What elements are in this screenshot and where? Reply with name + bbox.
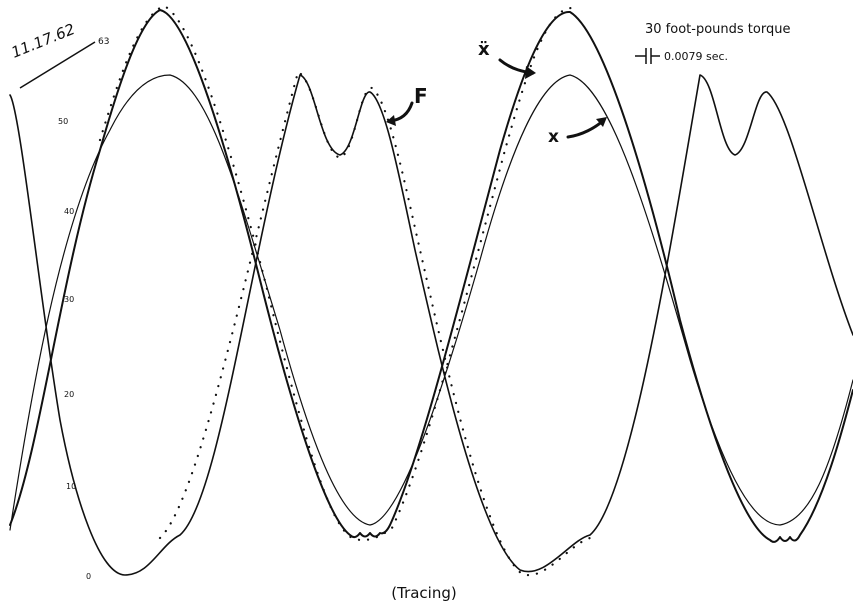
arrowhead (525, 66, 536, 79)
arrowhead (386, 115, 396, 126)
arrowhead (596, 117, 607, 127)
scale: 50 40 30 20 10 0 (58, 117, 91, 581)
arrow (566, 118, 606, 139)
scale-label: 10 (66, 482, 76, 491)
accel-dotted (98, 4, 574, 542)
caption: (Tracing) (391, 584, 456, 602)
time-mark-label: 0.0079 sec. (664, 50, 728, 63)
scale-label: 0 (86, 572, 91, 581)
time-mark-symbol (635, 48, 660, 64)
force-curve (9, 74, 853, 576)
torque-note: 30 foot-pounds torque (645, 22, 790, 37)
scale-label: 40 (64, 207, 74, 216)
force-dotted (158, 70, 592, 577)
date: 11.17.62 (9, 20, 78, 62)
date-underline (19, 41, 96, 89)
displacement-curve (9, 74, 853, 531)
date-note: 63 (98, 37, 109, 47)
x-label: x (548, 127, 559, 147)
x-ddot-label: ẍ (478, 39, 490, 60)
acceleration-curve (9, 9, 853, 543)
scale-label: 50 (58, 117, 68, 126)
scale-label: 20 (64, 390, 74, 399)
force-label: F (414, 84, 428, 108)
scale-label: 30 (64, 295, 74, 304)
